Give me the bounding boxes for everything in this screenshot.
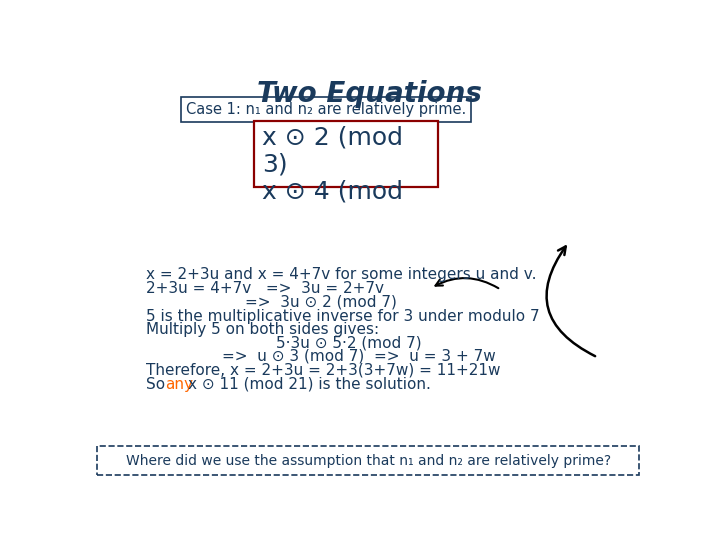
Text: Case 1: n₁ and n₂ are relatively prime.: Case 1: n₁ and n₂ are relatively prime.	[186, 102, 467, 117]
Text: x ⊙ 11 (mod 21) is the solution.: x ⊙ 11 (mod 21) is the solution.	[188, 377, 431, 392]
Text: =>  u ⊙ 3 (mod 7)  =>  u = 3 + 7w: => u ⊙ 3 (mod 7) => u = 3 + 7w	[222, 348, 495, 363]
Text: =>  3u ⊙ 2 (mod 7): => 3u ⊙ 2 (mod 7)	[245, 294, 397, 309]
FancyBboxPatch shape	[253, 121, 438, 187]
Text: 3): 3)	[262, 153, 288, 177]
FancyBboxPatch shape	[97, 446, 639, 475]
Text: Therefore, x = 2+3u = 2+3(3+7w) = 11+21w: Therefore, x = 2+3u = 2+3(3+7w) = 11+21w	[145, 363, 500, 378]
Text: 2+3u = 4+7v   =>  3u = 2+7v: 2+3u = 4+7v => 3u = 2+7v	[145, 281, 384, 295]
Text: any: any	[165, 377, 193, 392]
Text: x = 2+3u and x = 4+7v for some integers u and v.: x = 2+3u and x = 4+7v for some integers …	[145, 267, 536, 282]
Text: So: So	[145, 377, 165, 392]
Text: x ⊙ 2 (mod: x ⊙ 2 (mod	[262, 126, 403, 150]
Text: x ⊙ 4 (mod: x ⊙ 4 (mod	[262, 179, 403, 203]
Text: 5 is the multiplicative inverse for 3 under modulo 7: 5 is the multiplicative inverse for 3 un…	[145, 309, 539, 324]
Text: Two Equations: Two Equations	[256, 80, 482, 108]
FancyArrowPatch shape	[546, 246, 595, 356]
FancyArrowPatch shape	[436, 278, 498, 288]
Text: Multiply 5 on both sides gives:: Multiply 5 on both sides gives:	[145, 322, 379, 337]
FancyBboxPatch shape	[181, 97, 472, 122]
Text: Where did we use the assumption that n₁ and n₂ are relatively prime?: Where did we use the assumption that n₁ …	[127, 454, 611, 468]
Text: 5·3u ⊙ 5·2 (mod 7): 5·3u ⊙ 5·2 (mod 7)	[276, 335, 422, 350]
